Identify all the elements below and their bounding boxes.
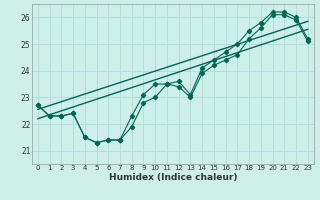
X-axis label: Humidex (Indice chaleur): Humidex (Indice chaleur) (108, 173, 237, 182)
